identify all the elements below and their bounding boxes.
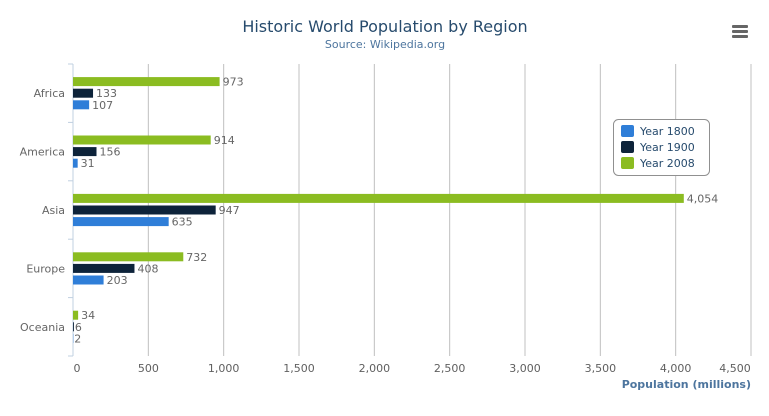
legend-swatch (621, 141, 634, 153)
legend-item: Year 1800 (639, 125, 695, 138)
bar-year-1900 (73, 322, 74, 332)
legend-swatch (621, 157, 634, 169)
data-label: 156 (100, 146, 121, 159)
data-label: 732 (186, 251, 207, 264)
axis-title: Population (millions) (622, 378, 751, 391)
chart-title: Historic World Population by Region (242, 17, 527, 36)
bar-year-2008 (73, 252, 184, 262)
bar-year-2008 (73, 77, 220, 87)
data-label: 34 (81, 309, 95, 322)
data-label: 2 (74, 332, 81, 345)
data-label: 107 (92, 99, 113, 112)
bar-year-1800 (73, 100, 90, 110)
bar-year-1900 (73, 147, 97, 157)
data-label: 31 (81, 157, 95, 170)
data-label: 635 (172, 216, 193, 229)
bar-year-1800 (73, 158, 78, 168)
category-label: Europe (26, 262, 65, 275)
tick-label: 500 (138, 362, 159, 375)
tick-label: 4,000 (660, 362, 692, 375)
category-label: Africa (34, 87, 65, 100)
legend: Year 1800 Year 1900 Year 2008 (613, 119, 710, 176)
tick-label: 3,000 (509, 362, 541, 375)
legend-box (613, 119, 710, 176)
tick-label: 1,000 (208, 362, 240, 375)
category-label: Asia (42, 204, 65, 217)
bar-year-1900 (73, 263, 135, 273)
tick-label: 3,500 (585, 362, 617, 375)
data-label: 914 (214, 134, 235, 147)
data-label: 133 (96, 87, 117, 100)
data-label: 6 (75, 321, 82, 334)
data-label: 4,054 (687, 192, 719, 205)
data-label: 947 (219, 204, 240, 217)
tick-label: 1,500 (283, 362, 315, 375)
category-label: America (20, 146, 65, 159)
tick-label: 2,500 (434, 362, 466, 375)
bar-year-1900 (73, 88, 94, 98)
legend-item: Year 2008 (639, 157, 695, 170)
legend-item: Year 1900 (639, 141, 695, 154)
legend-swatch (621, 125, 634, 137)
bar-year-2008 (73, 135, 211, 145)
data-label: 408 (137, 262, 158, 275)
bar-year-1900 (73, 205, 216, 215)
data-label: 203 (107, 274, 128, 287)
data-label: 973 (223, 76, 244, 89)
tick-label: 2,000 (359, 362, 391, 375)
bar-year-1800 (73, 275, 104, 285)
tick-label: 4,500 (719, 362, 751, 375)
bar-year-1800 (73, 217, 169, 227)
category-label: Oceania (20, 321, 65, 334)
tick-label: 0 (74, 362, 81, 375)
bar-year-2008 (73, 193, 684, 203)
hamburger-menu-icon[interactable] (732, 25, 748, 38)
chart-subtitle: Source: Wikipedia.org (325, 38, 445, 51)
bar-year-2008 (73, 310, 79, 320)
